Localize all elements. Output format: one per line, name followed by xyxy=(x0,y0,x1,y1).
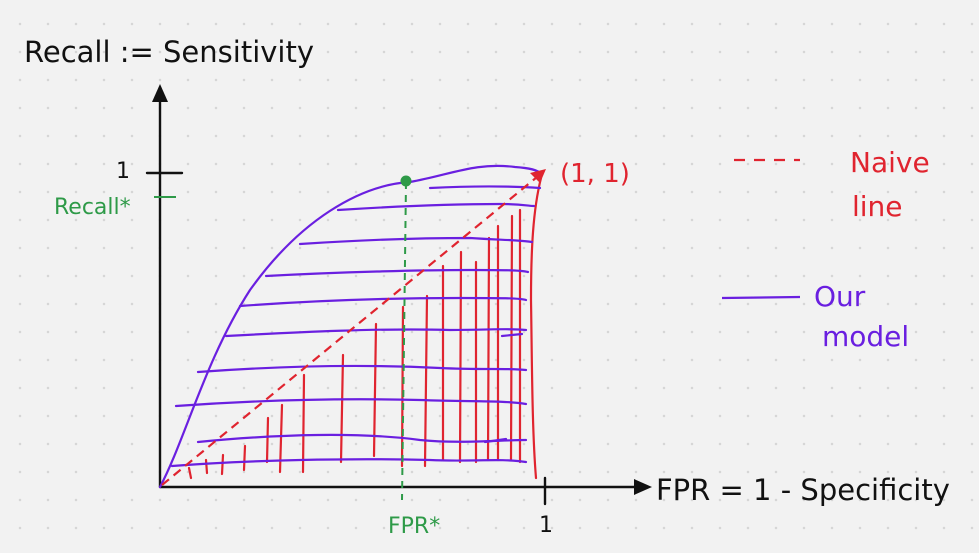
legend-model-label-1: Our xyxy=(814,280,866,313)
model-curve xyxy=(158,164,543,489)
naive-arrowhead-icon xyxy=(530,169,546,183)
recall-star-label: Recall* xyxy=(54,195,131,220)
y-axis-label: Recall := Sensitivity xyxy=(24,35,314,69)
legend-model-swatch xyxy=(721,295,801,300)
legend xyxy=(721,158,801,300)
operating-point-dot xyxy=(400,175,412,187)
point-label: (1, 1) xyxy=(560,159,630,189)
naive-line-group xyxy=(161,169,546,486)
x-tick-one-label: 1 xyxy=(539,513,553,538)
naive-hatching xyxy=(187,176,543,480)
fpr-star-label: FPR* xyxy=(388,514,440,539)
y-tick-one-label: 1 xyxy=(116,159,130,184)
fpr-star-guide xyxy=(401,181,407,501)
y-axis-arrow-icon xyxy=(152,84,168,102)
model-curve-group xyxy=(158,164,543,489)
x-axis-arrow-icon xyxy=(634,479,652,495)
legend-model-label-2: model xyxy=(822,320,909,353)
legend-naive-label-1: Naive xyxy=(850,146,930,179)
operating-point xyxy=(154,175,412,501)
x-axis-label: FPR = 1 - Specificity xyxy=(656,473,950,507)
naive-diagonal xyxy=(161,176,538,486)
legend-naive-label-2: line xyxy=(852,190,903,223)
axes xyxy=(145,84,652,506)
